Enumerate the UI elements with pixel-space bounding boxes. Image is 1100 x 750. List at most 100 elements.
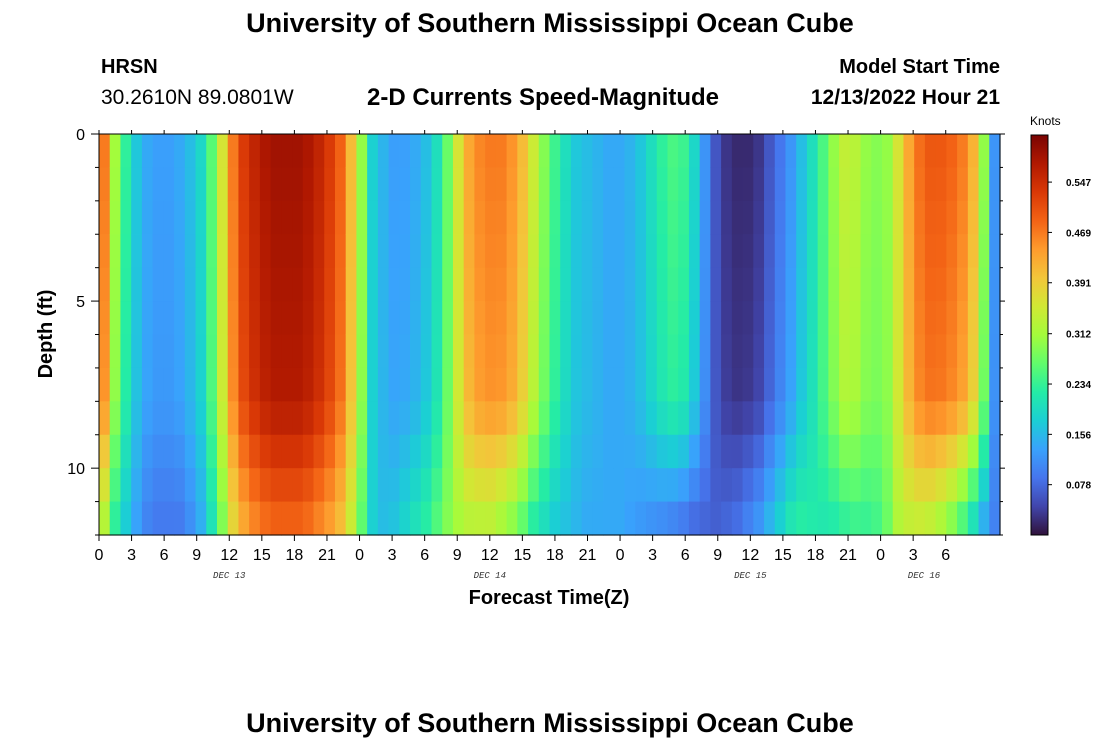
y-tick-label: 5 [76, 294, 85, 311]
heatmap-cell [603, 367, 615, 402]
heatmap-cell [957, 367, 969, 402]
heatmap-cell [989, 334, 1001, 369]
heatmap-cell [892, 334, 905, 369]
heatmap-cell [656, 267, 669, 302]
heatmap-cell [538, 501, 551, 536]
heatmap-cell [871, 134, 883, 169]
heatmap-cell [238, 401, 250, 436]
heatmap-cell [174, 167, 186, 202]
heatmap-cell [442, 334, 454, 369]
heatmap-cell [549, 434, 561, 469]
heatmap-cell [367, 501, 379, 536]
heatmap-cell [506, 501, 518, 536]
heatmap-cell [399, 334, 411, 369]
heatmap-cell [581, 234, 594, 269]
heatmap-cell [839, 434, 851, 469]
x-tick-label: 9 [713, 547, 722, 564]
heatmap-cell [109, 167, 122, 202]
heatmap-cell [452, 167, 465, 202]
heatmap-cell [549, 367, 561, 402]
heatmap-cell [324, 501, 336, 536]
heatmap-cell [109, 267, 122, 302]
heatmap-cell [206, 367, 218, 402]
heatmap-cell [345, 468, 358, 503]
heatmap-cell [957, 501, 969, 536]
heatmap-cell [109, 367, 122, 402]
heatmap-cell [238, 200, 250, 235]
heatmap-cell [978, 267, 990, 302]
heatmap-cell [463, 434, 476, 469]
heatmap-cell [195, 434, 207, 469]
heatmap-cell [495, 134, 508, 169]
heatmap-cell [120, 301, 132, 336]
heatmap-cell [967, 434, 980, 469]
heatmap-cell [871, 468, 883, 503]
heatmap-cell [281, 401, 293, 436]
heatmap-cell [989, 134, 1001, 169]
heatmap-cell [903, 468, 915, 503]
heatmap-cell [334, 234, 347, 269]
heatmap-cell [603, 334, 615, 369]
heatmap-cell [345, 367, 358, 402]
heatmap-cell [839, 167, 851, 202]
heatmap-cell [989, 167, 1001, 202]
heatmap-cell [753, 434, 765, 469]
heatmap-cell [635, 367, 647, 402]
heatmap-cell [528, 401, 540, 436]
heatmap-cell [806, 267, 819, 302]
heatmap-cell [721, 501, 733, 536]
heatmap-cell [270, 134, 282, 169]
heatmap-cell [174, 200, 186, 235]
heatmap-cell [506, 134, 518, 169]
heatmap-cell [184, 301, 197, 336]
heatmap-cell [474, 501, 486, 536]
heatmap-cell [259, 367, 272, 402]
heatmap-cell [292, 167, 304, 202]
heatmap-cell [742, 234, 754, 269]
heatmap-cell [549, 234, 561, 269]
heatmap-cell [753, 234, 765, 269]
heatmap-cell [967, 401, 980, 436]
heatmap-cell [474, 200, 486, 235]
heatmap-cell [764, 434, 776, 469]
heatmap-cell [99, 234, 111, 269]
heatmap-cell [442, 200, 454, 235]
heatmap-cell [839, 334, 851, 369]
heatmap-cell [967, 134, 980, 169]
heatmap-cell [914, 301, 926, 336]
heatmap-cell [742, 267, 754, 302]
heatmap-cell [796, 200, 808, 235]
heatmap-cell [495, 367, 508, 402]
heatmap-cell [656, 367, 669, 402]
heatmap-cell [538, 334, 551, 369]
heatmap-cell [420, 167, 433, 202]
heatmap-cell [356, 367, 368, 402]
heatmap-cell [935, 234, 947, 269]
heatmap-cell [989, 401, 1001, 436]
heatmap-cell [131, 200, 143, 235]
heatmap-cell [914, 200, 926, 235]
heatmap-cell [796, 468, 808, 503]
heatmap-cell [892, 134, 905, 169]
heatmap-cell [785, 367, 797, 402]
heatmap-cell [828, 367, 840, 402]
heatmap-cell [978, 468, 990, 503]
heatmap-cell [538, 134, 551, 169]
heatmap-cell [656, 200, 669, 235]
heatmap-cell [742, 468, 754, 503]
heatmap-cell [978, 234, 990, 269]
heatmap-cell [238, 334, 250, 369]
heatmap-cell [292, 468, 304, 503]
heatmap-cell [281, 134, 293, 169]
heatmap-cell [613, 200, 626, 235]
heatmap-cell [806, 234, 819, 269]
heatmap-cell [206, 234, 218, 269]
heatmap-cell [313, 267, 325, 302]
heatmap-cell [967, 367, 980, 402]
heatmap-cell [399, 401, 411, 436]
heatmap-cell [463, 267, 476, 302]
heatmap-cell [946, 434, 958, 469]
heatmap-cell [474, 468, 486, 503]
heatmap-cell [517, 334, 529, 369]
heatmap-cell [195, 200, 207, 235]
